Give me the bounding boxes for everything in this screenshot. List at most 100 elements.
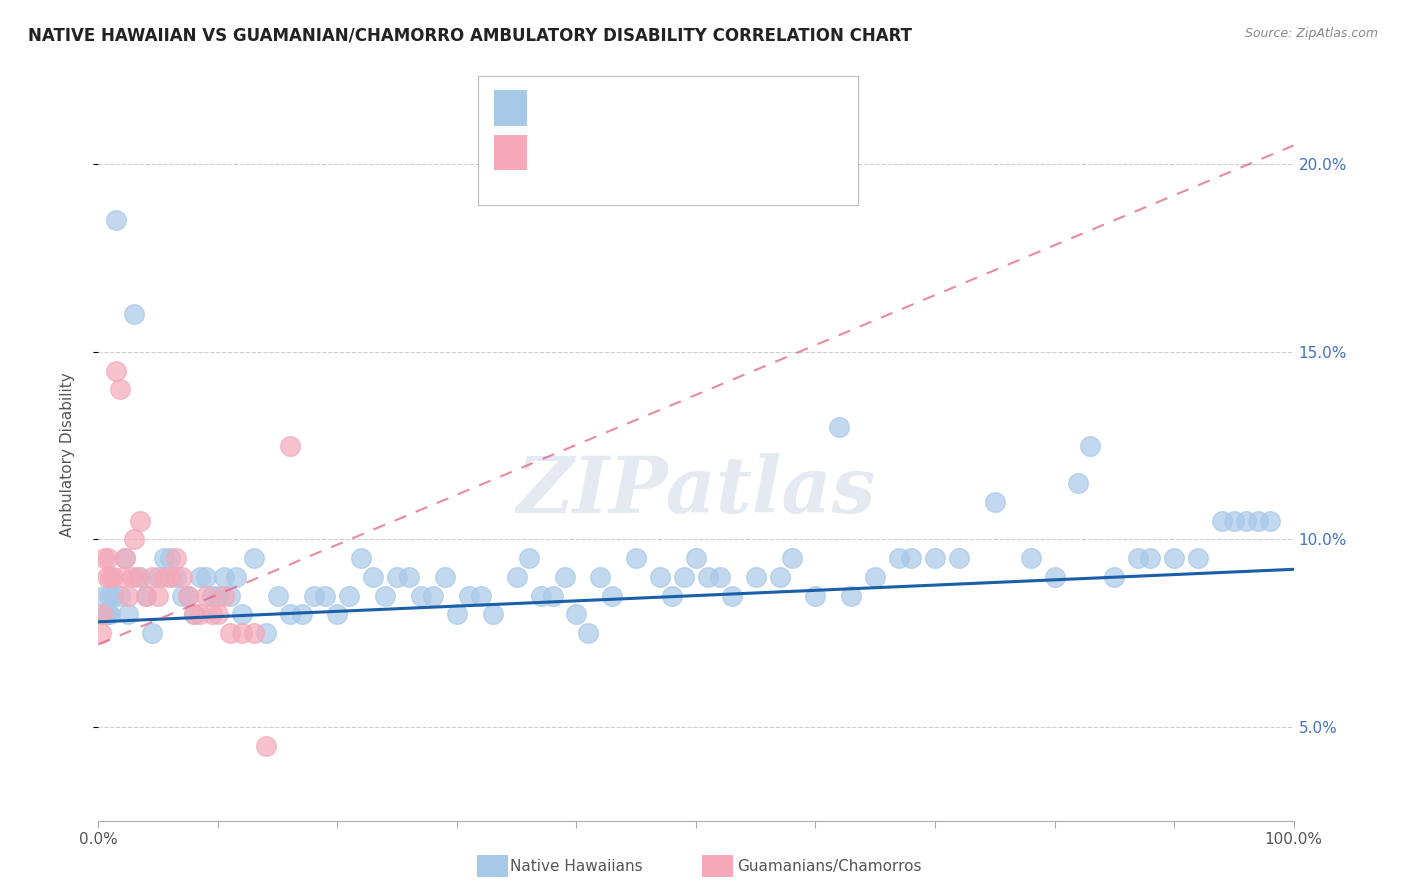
Point bbox=[97, 607, 120, 622]
Point bbox=[339, 589, 361, 603]
Point bbox=[1258, 514, 1281, 528]
Point bbox=[984, 495, 1007, 509]
Point bbox=[243, 551, 266, 566]
Point bbox=[517, 551, 540, 566]
Point bbox=[841, 589, 863, 603]
Point bbox=[924, 551, 946, 566]
Text: 35: 35 bbox=[679, 141, 702, 159]
Point bbox=[165, 551, 187, 566]
Point bbox=[148, 589, 170, 603]
Point bbox=[900, 551, 922, 566]
Point bbox=[1128, 551, 1150, 566]
Point bbox=[578, 626, 600, 640]
Y-axis label: Ambulatory Disability: Ambulatory Disability bbox=[60, 373, 75, 537]
Point bbox=[721, 589, 744, 603]
Point bbox=[1234, 514, 1257, 528]
Point bbox=[219, 626, 242, 640]
Point bbox=[434, 570, 457, 584]
Point bbox=[114, 551, 136, 566]
Text: Native Hawaiians: Native Hawaiians bbox=[510, 859, 643, 873]
Text: 0.149: 0.149 bbox=[574, 96, 626, 114]
Text: N =: N = bbox=[640, 141, 676, 159]
Point bbox=[278, 607, 301, 622]
Text: 0.111: 0.111 bbox=[574, 141, 626, 159]
Point bbox=[225, 570, 247, 584]
Point bbox=[108, 382, 131, 396]
Text: R =: R = bbox=[531, 96, 568, 114]
Point bbox=[183, 607, 205, 622]
Point bbox=[188, 570, 211, 584]
Point bbox=[212, 589, 235, 603]
Point bbox=[363, 570, 385, 584]
Point bbox=[153, 570, 176, 584]
Text: R =: R = bbox=[531, 141, 568, 159]
Point bbox=[709, 570, 731, 584]
Point bbox=[446, 607, 468, 622]
Point bbox=[1211, 514, 1233, 528]
Point bbox=[159, 570, 181, 584]
Point bbox=[148, 570, 170, 584]
Point bbox=[124, 307, 146, 321]
Point bbox=[422, 589, 444, 603]
Text: Guamanians/Chamorros: Guamanians/Chamorros bbox=[737, 859, 921, 873]
Point bbox=[231, 626, 253, 640]
Point bbox=[129, 570, 152, 584]
Point bbox=[91, 607, 114, 622]
Point bbox=[865, 570, 887, 584]
Point bbox=[1043, 570, 1066, 584]
Point bbox=[121, 570, 143, 584]
Point bbox=[177, 589, 200, 603]
Point bbox=[1067, 476, 1090, 491]
Point bbox=[530, 589, 553, 603]
Point bbox=[889, 551, 911, 566]
Point bbox=[254, 739, 277, 753]
Point bbox=[948, 551, 970, 566]
Point bbox=[94, 607, 117, 622]
Point bbox=[159, 551, 181, 566]
Point bbox=[745, 570, 768, 584]
Point bbox=[212, 570, 235, 584]
Text: ZIPatlas: ZIPatlas bbox=[516, 453, 876, 530]
Point bbox=[114, 551, 136, 566]
Point bbox=[172, 589, 194, 603]
Point bbox=[482, 607, 505, 622]
Point bbox=[90, 626, 112, 640]
Point bbox=[165, 570, 187, 584]
Point bbox=[219, 589, 242, 603]
Point bbox=[207, 589, 229, 603]
Point bbox=[201, 607, 224, 622]
Point bbox=[1080, 438, 1102, 452]
Point bbox=[1163, 551, 1185, 566]
Point bbox=[101, 589, 124, 603]
Point bbox=[315, 589, 337, 603]
Point bbox=[267, 589, 290, 603]
Text: N =: N = bbox=[640, 96, 676, 114]
Point bbox=[661, 589, 683, 603]
Point bbox=[769, 570, 792, 584]
Point bbox=[541, 589, 564, 603]
Point bbox=[350, 551, 373, 566]
Point bbox=[96, 570, 118, 584]
Point bbox=[195, 589, 218, 603]
Point bbox=[554, 570, 576, 584]
Point bbox=[385, 570, 409, 584]
Point bbox=[1019, 551, 1042, 566]
Point bbox=[470, 589, 492, 603]
Point bbox=[650, 570, 672, 584]
Point bbox=[117, 607, 139, 622]
Point bbox=[243, 626, 266, 640]
Point bbox=[201, 589, 224, 603]
Text: NATIVE HAWAIIAN VS GUAMANIAN/CHAMORRO AMBULATORY DISABILITY CORRELATION CHART: NATIVE HAWAIIAN VS GUAMANIAN/CHAMORRO AM… bbox=[28, 27, 912, 45]
Point bbox=[326, 607, 349, 622]
Point bbox=[172, 570, 194, 584]
Point bbox=[93, 551, 115, 566]
Point bbox=[828, 419, 851, 434]
Point bbox=[117, 589, 139, 603]
Point bbox=[231, 607, 253, 622]
Point bbox=[141, 626, 163, 640]
Point bbox=[177, 589, 200, 603]
Point bbox=[97, 551, 120, 566]
Point bbox=[98, 607, 122, 622]
Point bbox=[291, 607, 314, 622]
Point bbox=[1187, 551, 1209, 566]
